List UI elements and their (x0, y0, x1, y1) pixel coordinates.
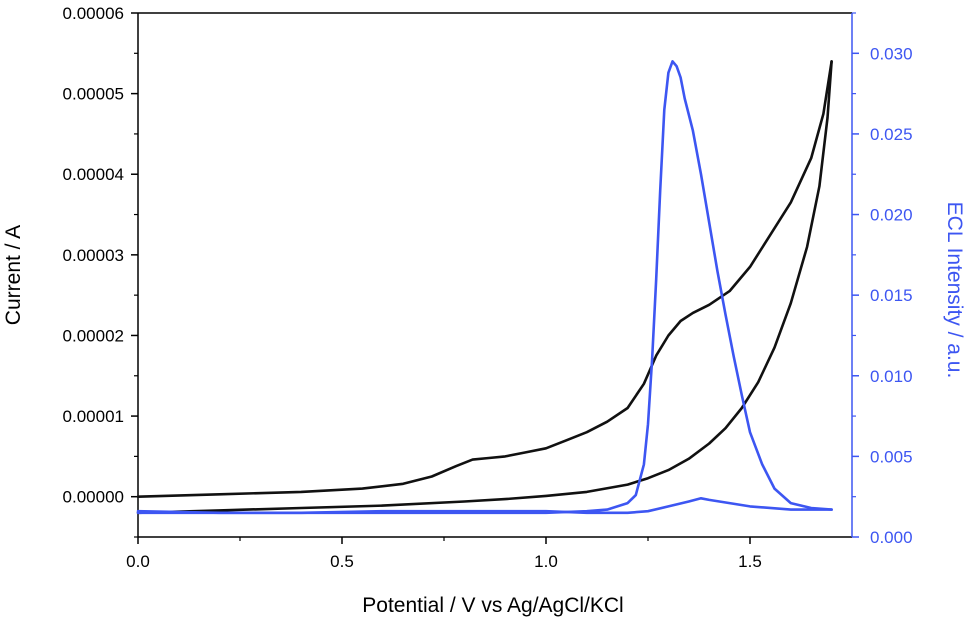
right-y-tick-label: 0.025 (870, 125, 913, 144)
right-y-tick-label: 0.010 (870, 367, 913, 386)
left-y-tick-label: 0.00005 (63, 85, 124, 104)
left-y-tick-label: 0.00001 (63, 407, 124, 426)
x-axis-ticks: 0.0 0.5 1.0 1.5 (126, 537, 762, 571)
left-y-axis-title: Current / A (2, 225, 25, 325)
left-y-tick-label: 0.00006 (63, 4, 124, 23)
right-y-tick-label: 0.030 (870, 44, 913, 63)
plot-frame (137, 12, 853, 538)
x-tick-label: 1.0 (534, 552, 558, 571)
left-y-tick-label: 0.00002 (63, 326, 124, 345)
ecl-curve-3 (136, 496, 833, 515)
x-tick-label: 0.5 (330, 552, 354, 571)
x-tick-label: 0.0 (126, 552, 150, 571)
current-curve-0 (136, 60, 833, 499)
series-layer (136, 60, 833, 515)
ecl-curve-2 (136, 60, 833, 515)
right-y-tick-label: 0.015 (870, 286, 913, 305)
right-y-axis-title: ECL Intensity / a.u. (943, 202, 966, 379)
right-y-tick-label: 0.020 (870, 206, 913, 225)
left-y-axis-ticks: 0.00000 0.00001 0.00002 0.00003 0.00004 0.000… (63, 4, 138, 538)
current-curve-1 (136, 60, 833, 515)
x-axis-title: Potential / V vs Ag/AgCl/KCl (362, 594, 623, 617)
right-y-tick-label: 0.000 (870, 528, 913, 547)
left-y-tick-label: 0.00003 (63, 246, 124, 265)
left-y-tick-label: 0.00000 (63, 488, 124, 507)
right-y-axis-ticks: 0.000 0.005 0.010 0.015 0.020 0.025 0.030 (852, 12, 913, 547)
left-y-tick-label: 0.00004 (63, 165, 124, 184)
x-tick-label: 1.5 (738, 552, 762, 571)
right-y-tick-label: 0.005 (870, 447, 913, 466)
